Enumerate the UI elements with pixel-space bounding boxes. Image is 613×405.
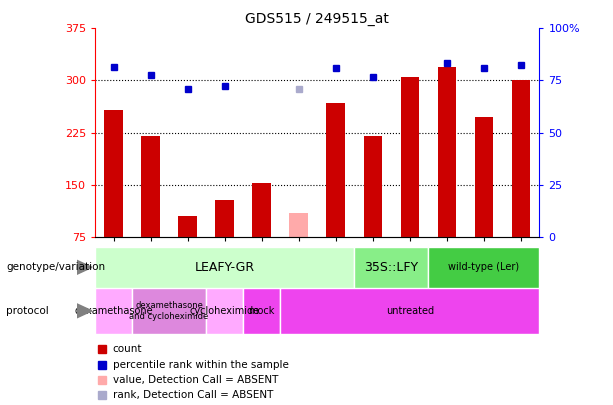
Bar	[253, 183, 271, 237]
Bar	[474, 117, 493, 237]
Bar	[354, 247, 428, 288]
Bar	[142, 136, 160, 237]
Bar	[438, 66, 456, 237]
Title: GDS515 / 249515_at: GDS515 / 249515_at	[245, 12, 389, 26]
Text: 35S::LFY: 35S::LFY	[364, 261, 418, 274]
Bar	[104, 110, 123, 237]
Bar	[243, 288, 280, 334]
Bar	[280, 288, 539, 334]
Bar	[327, 103, 345, 237]
Text: value, Detection Call = ABSENT: value, Detection Call = ABSENT	[113, 375, 278, 385]
Text: count: count	[113, 345, 142, 354]
Bar	[215, 200, 234, 237]
Bar	[95, 288, 132, 334]
Bar	[178, 216, 197, 237]
Text: rank, Detection Call = ABSENT: rank, Detection Call = ABSENT	[113, 390, 273, 400]
Bar	[400, 77, 419, 237]
Text: cycloheximide: cycloheximide	[189, 306, 260, 316]
Bar	[206, 288, 243, 334]
Polygon shape	[77, 260, 92, 275]
Text: dexamethasone
and cycloheximide: dexamethasone and cycloheximide	[129, 301, 208, 320]
Text: genotype/variation: genotype/variation	[6, 262, 105, 272]
Text: mock: mock	[248, 306, 275, 316]
Text: protocol: protocol	[6, 306, 49, 316]
Bar	[132, 288, 206, 334]
Text: LEAFY-GR: LEAFY-GR	[194, 261, 254, 274]
Bar	[364, 136, 382, 237]
Text: wild-type (Ler): wild-type (Ler)	[448, 262, 519, 272]
Text: dexamethasone: dexamethasone	[74, 306, 153, 316]
Bar	[428, 247, 539, 288]
Bar	[289, 213, 308, 237]
Polygon shape	[77, 304, 92, 318]
Text: percentile rank within the sample: percentile rank within the sample	[113, 360, 289, 369]
Bar	[512, 81, 530, 237]
Bar	[95, 247, 354, 288]
Text: untreated: untreated	[386, 306, 434, 316]
